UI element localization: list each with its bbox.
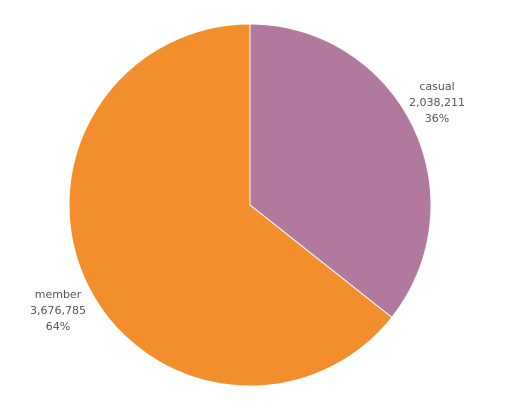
pie-slice-member[interactable] [68, 23, 393, 387]
pie-slices [68, 23, 432, 387]
slice-label-casual: casual 2,038,211 36% [409, 80, 465, 125]
slice-percent-label: 36% [425, 112, 449, 125]
slice-value-label: 2,038,211 [409, 96, 465, 109]
pie-slice-casual[interactable] [249, 23, 432, 319]
slice-value-label: 3,676,785 [30, 304, 86, 317]
slice-label-member: member 3,676,785 64% [30, 288, 86, 333]
slice-percent-label: 64% [46, 320, 70, 333]
slice-category-label: casual [419, 80, 454, 93]
slice-category-label: member [35, 288, 82, 301]
